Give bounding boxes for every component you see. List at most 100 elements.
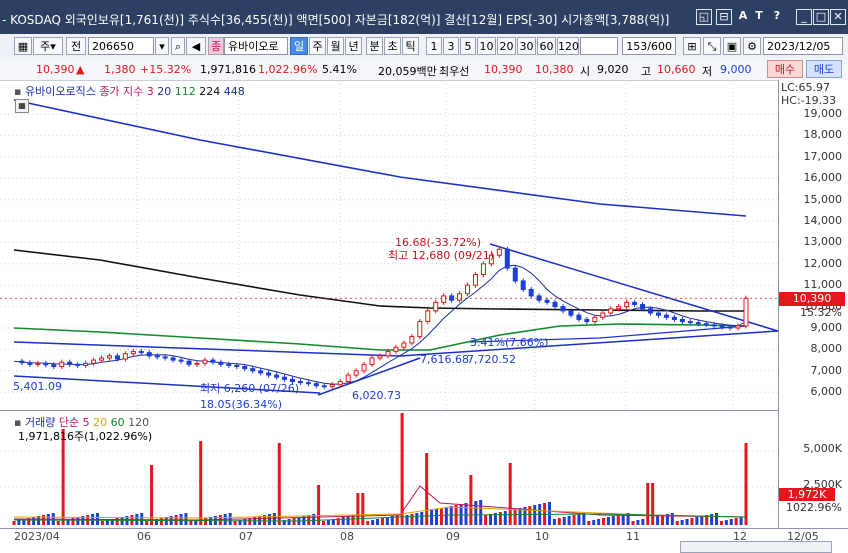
price-chart-panel[interactable]: ▪ 유바이오로직스 종가 지수 3 20 112 224 448 ▦ 16.68… [0, 80, 779, 411]
volume-bar [626, 513, 630, 525]
crosshair-icon[interactable]: ⤡ [703, 37, 721, 55]
volume-bar [744, 443, 748, 525]
volume-bar [272, 513, 276, 525]
settings-icon[interactable]: ⚙ [743, 37, 761, 55]
period-minute[interactable]: 분 [366, 37, 383, 55]
prev-button[interactable]: 전 [66, 37, 86, 55]
period-year[interactable]: 년 [345, 37, 362, 55]
volume-chart-panel[interactable]: ▪ 거래량 단순 5 20 60 120 1,971,816주(1,022.96… [0, 410, 779, 529]
close-icon[interactable]: ✕ [830, 9, 846, 25]
candle-body [162, 356, 168, 359]
candle-body [568, 310, 574, 316]
volume-bar [366, 521, 370, 525]
volume-chart-svg[interactable] [0, 411, 778, 529]
volume-bar [606, 517, 610, 525]
interval-20[interactable]: 20 [497, 37, 516, 55]
volume-bar [562, 517, 566, 525]
horizontal-scrollbar[interactable] [680, 541, 832, 553]
save-icon[interactable]: ▣ [723, 37, 741, 55]
current-price: 10,390 [36, 63, 75, 76]
search-icon[interactable]: ⌕ [171, 37, 185, 55]
interval-10[interactable]: 10 [477, 37, 496, 55]
code-dropdown-icon[interactable]: ▾ [155, 37, 169, 55]
help-icon[interactable]: ? [773, 9, 781, 22]
candle-body [616, 306, 622, 310]
volume-bar [71, 518, 75, 525]
grid-icon[interactable]: ⊞ [683, 37, 701, 55]
candle-body [544, 299, 550, 303]
candle-body [345, 374, 351, 382]
interval-5[interactable]: 5 [460, 37, 476, 55]
grid-toggle-icon[interactable]: ▦ [15, 99, 29, 113]
x-label-10: 10 [535, 530, 549, 543]
volume-bar [184, 513, 188, 525]
candle-body [218, 361, 224, 365]
volume-bar [420, 512, 424, 525]
type-select[interactable]: 주▾ [33, 37, 63, 55]
vol-tick-2500k: 2,500K [803, 478, 842, 491]
interval-60[interactable]: 60 [537, 37, 556, 55]
volume-bar [17, 520, 21, 525]
candle-body [504, 248, 510, 269]
calendar-icon[interactable]: ▦ [14, 37, 32, 55]
legend-ma-20: 20 [157, 85, 172, 98]
legend-vma-60: 60 [110, 416, 125, 429]
low-price: 9,000 [720, 63, 752, 76]
volume-bar [670, 513, 674, 525]
annotation-341: 3.41%(7.66%) [470, 336, 549, 349]
period-week[interactable]: 주 [309, 37, 326, 55]
minimize-icon[interactable]: ⊟ [716, 9, 732, 25]
buy-button[interactable]: 매수 [767, 60, 803, 78]
vol-ma20 [13, 506, 747, 519]
volume-bar [641, 519, 645, 525]
period-second[interactable]: 초 [384, 37, 401, 55]
price-chart-svg[interactable] [0, 80, 778, 410]
stock-name-field[interactable]: 유바이오로 [224, 37, 288, 55]
volume-bar [233, 521, 237, 525]
interval-1[interactable]: 1 [426, 37, 442, 55]
ask-price: 10,390 [484, 63, 523, 76]
speaker-icon[interactable]: ◀ [186, 37, 206, 55]
volume-bar [597, 519, 601, 525]
interval-30[interactable]: 30 [517, 37, 536, 55]
volume-bar [277, 443, 281, 525]
price-tick: 9,000 [810, 321, 843, 334]
volume-value: 1,971,816 [200, 63, 256, 76]
candle-body [648, 308, 654, 314]
font-a-icon[interactable]: A [738, 9, 748, 22]
candle-body [250, 368, 256, 372]
period-month[interactable]: 월 [327, 37, 344, 55]
volume-bar [577, 514, 581, 525]
volume-bar [552, 519, 556, 525]
data-count-field[interactable]: 153/600 [622, 37, 676, 55]
volume-bar [660, 515, 664, 525]
candle-body [305, 382, 311, 385]
volume-bar [120, 517, 124, 525]
x-label-11: 11 [626, 530, 640, 543]
volume-bar [690, 518, 694, 525]
annotation-low: 최저 6,260 (07/26) [200, 382, 300, 395]
candle-body [472, 274, 478, 286]
date-field[interactable]: 2023/12/05 [763, 37, 843, 55]
volume-bar [734, 518, 738, 525]
interval-3[interactable]: 3 [443, 37, 459, 55]
legend-volume-label: 거래량 [24, 416, 56, 429]
restore-icon[interactable]: ◱ [696, 9, 712, 25]
candle-body [520, 280, 526, 290]
candle-body [663, 314, 669, 318]
high-label: 고 [641, 65, 652, 78]
period-day[interactable]: 일 [290, 37, 308, 55]
candle-body [274, 374, 280, 378]
window-max-icon[interactable]: □ [813, 9, 829, 25]
stock-code-input[interactable]: 206650 [88, 37, 154, 55]
volume-bar [533, 505, 537, 525]
custom-interval-input[interactable] [580, 37, 618, 55]
sell-button[interactable]: 매도 [806, 60, 842, 78]
volume-bar [680, 520, 684, 525]
candle-body [51, 364, 57, 368]
window-min-icon[interactable]: _ [796, 9, 812, 25]
interval-120[interactable]: 120 [557, 37, 579, 55]
font-t-icon[interactable]: T [755, 9, 763, 22]
period-tick[interactable]: 틱 [402, 37, 419, 55]
candle-body [242, 366, 248, 370]
